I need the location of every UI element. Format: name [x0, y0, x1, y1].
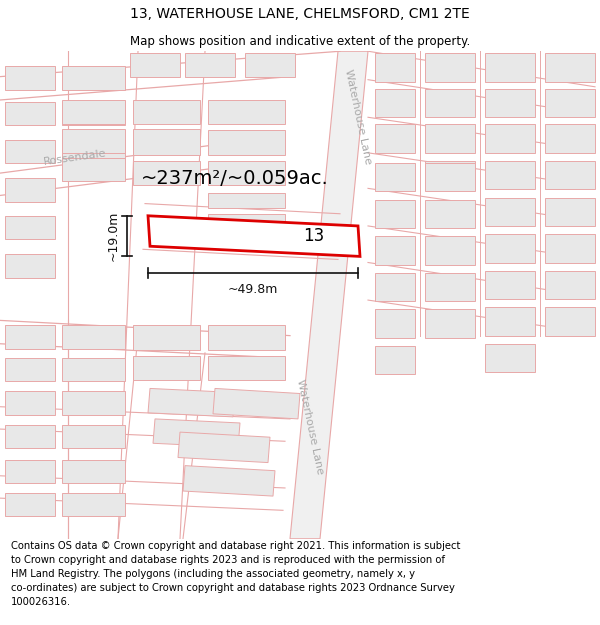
Polygon shape: [5, 326, 55, 349]
Polygon shape: [208, 131, 285, 155]
Polygon shape: [290, 51, 368, 539]
Polygon shape: [245, 53, 295, 77]
Polygon shape: [375, 199, 415, 228]
Polygon shape: [485, 198, 535, 226]
Polygon shape: [62, 100, 125, 124]
Polygon shape: [153, 419, 240, 447]
Polygon shape: [485, 234, 535, 262]
Text: Rossendale: Rossendale: [43, 149, 107, 168]
Polygon shape: [133, 129, 200, 155]
Polygon shape: [485, 307, 535, 336]
Polygon shape: [545, 53, 595, 82]
Polygon shape: [485, 89, 535, 118]
Polygon shape: [545, 307, 595, 336]
Polygon shape: [545, 124, 595, 152]
Polygon shape: [425, 124, 475, 152]
Polygon shape: [208, 326, 285, 350]
Polygon shape: [5, 66, 55, 90]
Polygon shape: [62, 158, 125, 181]
Polygon shape: [148, 216, 360, 256]
Polygon shape: [208, 356, 285, 380]
Polygon shape: [62, 425, 125, 448]
Polygon shape: [425, 272, 475, 301]
Polygon shape: [375, 346, 415, 374]
Polygon shape: [62, 139, 125, 163]
Polygon shape: [5, 493, 55, 516]
Polygon shape: [545, 89, 595, 118]
Polygon shape: [208, 161, 285, 185]
Polygon shape: [545, 198, 595, 226]
Polygon shape: [5, 358, 55, 381]
Polygon shape: [208, 100, 285, 124]
Text: 13: 13: [304, 227, 325, 245]
Polygon shape: [5, 216, 55, 239]
Text: Waterhouse Lane: Waterhouse Lane: [295, 379, 325, 476]
Text: 13, WATERHOUSE LANE, CHELMSFORD, CM1 2TE: 13, WATERHOUSE LANE, CHELMSFORD, CM1 2TE: [130, 7, 470, 21]
Polygon shape: [375, 309, 415, 338]
Polygon shape: [5, 254, 55, 278]
Polygon shape: [62, 102, 125, 126]
Text: Map shows position and indicative extent of the property.: Map shows position and indicative extent…: [130, 34, 470, 48]
Polygon shape: [375, 163, 415, 191]
Polygon shape: [62, 493, 125, 516]
Text: Waterhouse Lane: Waterhouse Lane: [343, 69, 373, 166]
Polygon shape: [375, 89, 415, 118]
Polygon shape: [213, 388, 300, 419]
Polygon shape: [133, 356, 200, 380]
Polygon shape: [62, 391, 125, 415]
Text: ~237m²/~0.059ac.: ~237m²/~0.059ac.: [141, 169, 329, 187]
Polygon shape: [425, 161, 475, 189]
Polygon shape: [485, 344, 535, 372]
Polygon shape: [425, 163, 475, 191]
Polygon shape: [5, 459, 55, 483]
Polygon shape: [375, 53, 415, 82]
Polygon shape: [133, 161, 200, 185]
Polygon shape: [425, 309, 475, 338]
Polygon shape: [485, 124, 535, 152]
Polygon shape: [375, 236, 415, 264]
Polygon shape: [62, 326, 125, 349]
Polygon shape: [485, 271, 535, 299]
Polygon shape: [133, 100, 200, 124]
Polygon shape: [375, 124, 415, 152]
Polygon shape: [5, 178, 55, 201]
Text: Contains OS data © Crown copyright and database right 2021. This information is : Contains OS data © Crown copyright and d…: [11, 541, 460, 608]
Polygon shape: [62, 66, 125, 90]
Polygon shape: [130, 53, 180, 77]
Polygon shape: [425, 53, 475, 82]
Polygon shape: [185, 53, 235, 77]
Polygon shape: [62, 459, 125, 483]
Polygon shape: [5, 391, 55, 415]
Polygon shape: [375, 272, 415, 301]
Polygon shape: [545, 161, 595, 189]
Text: ~19.0m: ~19.0m: [107, 211, 120, 261]
Polygon shape: [425, 199, 475, 228]
Polygon shape: [425, 236, 475, 264]
Polygon shape: [183, 466, 275, 496]
Polygon shape: [425, 89, 475, 118]
Polygon shape: [5, 102, 55, 126]
Polygon shape: [5, 139, 55, 163]
Polygon shape: [62, 358, 125, 381]
Text: ~49.8m: ~49.8m: [228, 282, 278, 296]
Polygon shape: [485, 53, 535, 82]
Polygon shape: [208, 194, 285, 208]
Polygon shape: [545, 271, 595, 299]
Polygon shape: [178, 432, 270, 462]
Polygon shape: [208, 214, 285, 236]
Polygon shape: [148, 388, 235, 417]
Polygon shape: [545, 234, 595, 262]
Polygon shape: [62, 129, 125, 152]
Polygon shape: [485, 161, 535, 189]
Polygon shape: [5, 425, 55, 448]
Polygon shape: [133, 326, 200, 350]
